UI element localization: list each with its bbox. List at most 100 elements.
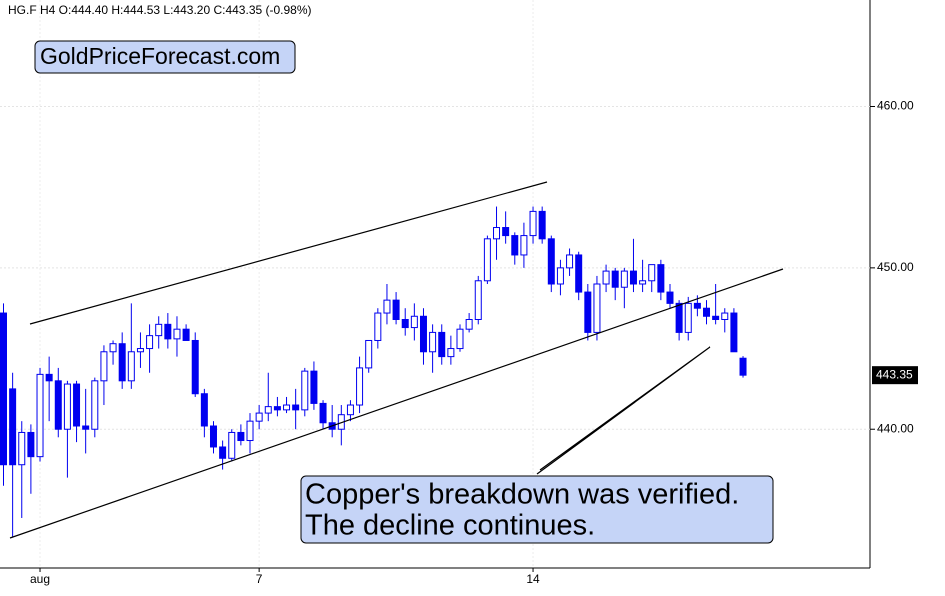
axes: 440.00 450.00 460.00 aug 7 14 443.35: [30, 99, 918, 586]
callout-pointer: [536, 346, 711, 475]
grid: [0, 0, 870, 568]
annotation-box: [300, 475, 774, 544]
candle-body: [209, 425, 217, 448]
candle-body: [666, 291, 674, 304]
candle-body: [675, 302, 683, 333]
candle-body: [438, 331, 446, 358]
candle-body: [310, 370, 318, 404]
candle-body: [9, 388, 17, 466]
candle-body: [219, 446, 227, 459]
trendline-lower: [9, 268, 784, 539]
candle-body: [146, 335, 154, 350]
candle-body: [419, 315, 427, 353]
candle-body: [410, 315, 418, 329]
candle-body: [739, 357, 747, 376]
candle-body: [456, 328, 464, 350]
candle-body: [264, 406, 272, 414]
annotation-line: The decline continues.: [305, 510, 595, 542]
candle-body: [346, 404, 354, 416]
candle-body: [712, 315, 720, 321]
candle-body: [365, 339, 373, 369]
candle-body: [593, 283, 601, 333]
candle-body: [657, 264, 665, 293]
candle-body: [273, 406, 281, 411]
candle-body: [356, 367, 364, 406]
candle-body: [164, 323, 172, 340]
candle-body: [18, 431, 26, 466]
candle-body: [629, 270, 637, 285]
candle-body: [639, 280, 647, 285]
candle-body: [493, 227, 501, 240]
candle-body: [118, 343, 126, 382]
y-tick-label: 460.00: [877, 99, 914, 113]
candle-body: [100, 351, 108, 382]
candle-body: [538, 210, 546, 240]
candle-body: [109, 343, 117, 353]
y-tick-label: 440.00: [877, 421, 914, 435]
candle-body: [319, 402, 327, 424]
candle-body: [447, 348, 455, 358]
candles: [0, 206, 747, 538]
last-price-label: 443.35: [876, 367, 913, 381]
candle-body: [0, 312, 7, 466]
candle-body: [648, 264, 656, 282]
candle-body: [502, 227, 510, 237]
candle-body: [36, 373, 44, 458]
candle-body: [401, 319, 409, 329]
candle-body: [602, 270, 610, 285]
candle-body: [292, 404, 300, 411]
candle-body: [200, 393, 208, 427]
candle-body: [511, 235, 519, 256]
candle-body: [566, 254, 574, 269]
candle-body: [703, 307, 711, 317]
candle-body: [529, 210, 537, 237]
candle-body: [392, 299, 400, 320]
chart-title: HG.F H4 O:444.40 H:444.53 L:443.20 C:443…: [8, 3, 312, 17]
y-tick-label: 450.00: [877, 260, 914, 274]
watermark-shape: [90, 144, 132, 312]
x-tick-label: 14: [526, 572, 540, 586]
candle-body: [155, 323, 163, 337]
candle-body: [520, 235, 528, 256]
candle-body: [228, 431, 236, 459]
candle-body: [465, 319, 473, 330]
trendline-upper: [29, 181, 548, 325]
candle-body: [136, 348, 144, 353]
candle-body: [483, 238, 491, 282]
candle-body: [182, 328, 190, 341]
candle-body: [301, 370, 309, 411]
candle-body: [721, 312, 729, 320]
candle-body: [63, 383, 71, 430]
candle-body: [474, 280, 482, 321]
candle-body: [255, 412, 263, 422]
candle-body: [246, 420, 254, 442]
candle-body: [684, 302, 692, 333]
last-price-box: [872, 366, 918, 385]
candle-body: [575, 254, 583, 293]
candle-body: [730, 312, 738, 353]
candle-body: [556, 267, 564, 285]
candle-body: [584, 291, 592, 333]
candle-body: [611, 270, 619, 288]
candle-body: [91, 380, 99, 430]
candle-body: [429, 331, 437, 353]
candle-body: [237, 431, 245, 442]
annotation-line: Copper's breakdown was verified.: [305, 479, 739, 511]
candle-body: [73, 383, 81, 427]
watermark-box: [34, 40, 296, 74]
candle-body: [620, 270, 628, 288]
watermark-text: GoldPriceForecast.com: [40, 43, 280, 69]
candle-body: [283, 404, 291, 411]
x-tick-label: 7: [256, 572, 263, 586]
candle-body: [383, 299, 391, 314]
candle-body: [173, 328, 181, 340]
x-tick-label: aug: [30, 572, 50, 586]
candle-body: [693, 302, 701, 309]
candle-body: [54, 380, 62, 430]
candle-body: [45, 373, 53, 382]
candle-body: [547, 238, 555, 285]
candle-body: [191, 339, 199, 395]
candle-body: [127, 351, 135, 382]
candle-body: [374, 312, 382, 341]
